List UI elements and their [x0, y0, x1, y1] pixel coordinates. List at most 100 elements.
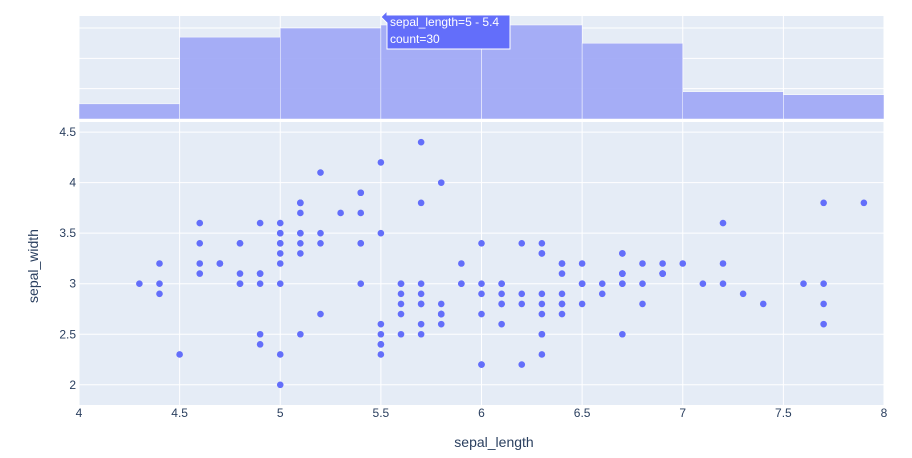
scatter-point	[357, 280, 365, 288]
scatter-point	[538, 300, 546, 308]
scatter-point	[397, 290, 405, 298]
scatter-point	[558, 300, 566, 308]
scatter-point	[156, 280, 163, 288]
scatter-point	[699, 280, 707, 288]
scatter-point	[196, 260, 204, 267]
x-tick-label: 7.5	[775, 406, 792, 420]
scatter-point	[659, 260, 666, 267]
scatter-point	[397, 280, 405, 288]
y-tick-label: 3	[69, 277, 76, 291]
histogram-bar	[783, 94, 885, 120]
scatter-point	[619, 280, 626, 288]
scatter-point	[357, 239, 365, 247]
scatter-point	[578, 260, 586, 267]
scatter-point	[256, 330, 264, 338]
x-axis-ticks: 4 4.5 5 5.5 6 6.5 7 7.5 8	[76, 406, 888, 420]
scatter-point	[518, 290, 526, 298]
y-tick-label: 4	[69, 176, 76, 190]
scatter-point	[417, 320, 425, 328]
y-tick-label: 2	[69, 378, 76, 392]
scatter-point	[437, 300, 445, 308]
scatter-point	[317, 310, 324, 318]
scatter-point	[498, 280, 505, 288]
x-tick-label: 5.5	[373, 406, 390, 420]
scatter-point	[659, 270, 666, 277]
scatter-point	[216, 260, 224, 267]
scatter-point	[498, 320, 505, 328]
scatter-point	[719, 280, 727, 288]
scatter-point	[297, 229, 304, 237]
scatter-point	[558, 310, 566, 318]
scatter-point	[820, 199, 827, 207]
x-tick-label: 4	[76, 406, 83, 420]
scatter-point	[297, 250, 304, 257]
histogram-bar	[682, 91, 784, 120]
scatter-point	[478, 310, 485, 318]
histogram-bar	[78, 103, 180, 120]
scatter-point	[558, 290, 566, 298]
scatter-point	[538, 239, 546, 247]
scatter-point	[619, 270, 626, 277]
scatter-point	[478, 239, 485, 247]
scatter-point	[639, 280, 646, 288]
scatter-point	[196, 239, 204, 247]
scatter-point	[518, 239, 526, 247]
x-axis-title: sepal_length	[454, 434, 533, 450]
scatter-point	[518, 300, 526, 308]
scatter-point	[820, 280, 827, 288]
histogram-bar	[179, 36, 281, 120]
scatter-point	[236, 270, 244, 277]
y-tick-label: 3.5	[59, 226, 76, 240]
x-tick-label: 8	[881, 406, 888, 420]
scatter-point	[417, 199, 425, 207]
scatter-point	[437, 179, 445, 186]
scatter-point	[538, 290, 546, 298]
scatter-point	[498, 300, 505, 308]
scatter-point	[297, 330, 304, 338]
scatter-point	[679, 260, 687, 267]
scatter-point	[538, 351, 546, 358]
scatter-point	[317, 239, 324, 247]
scatter-point	[156, 290, 163, 298]
scatter-point	[196, 270, 204, 277]
scatter-point	[800, 280, 807, 288]
y-axis-ticks: 2 2.5 3 3.5 4 4.5	[59, 125, 76, 392]
scatter-point	[759, 300, 767, 308]
scatter-point	[739, 290, 747, 298]
scatter-point	[639, 300, 646, 308]
scatter-point	[256, 270, 264, 277]
scatter-point	[176, 351, 183, 358]
scatter-point	[357, 189, 365, 197]
scatter-point	[578, 300, 586, 308]
tooltip-line-2: count=30	[390, 32, 440, 46]
scatter-point	[458, 260, 465, 267]
scatter-point	[276, 250, 284, 257]
scatter-point	[417, 330, 425, 338]
scatter-point	[619, 250, 626, 257]
scatter-point	[619, 330, 626, 338]
scatter-point	[317, 229, 324, 237]
scatter-point	[820, 300, 827, 308]
scatter-point	[297, 209, 304, 217]
scatter-point	[417, 138, 425, 146]
scatter-point	[377, 351, 385, 358]
scatter-point	[276, 219, 284, 227]
scatter-point	[297, 199, 304, 207]
scatter-point	[337, 209, 344, 217]
scatter-point	[639, 260, 646, 267]
y-tick-label: 4.5	[59, 125, 76, 139]
scatter-point	[558, 260, 566, 267]
scatter-point	[538, 250, 546, 257]
scatter-point	[458, 280, 465, 288]
scatter-point	[377, 159, 385, 166]
scatter-point	[578, 280, 586, 288]
scatter-point	[719, 260, 727, 267]
x-tick-label: 7	[679, 406, 686, 420]
scatter-point	[377, 320, 385, 328]
scatter-point	[417, 280, 425, 288]
y-axis-title: sepal_width	[25, 229, 41, 303]
scatter-point	[478, 361, 485, 368]
scatter-point	[256, 280, 264, 288]
